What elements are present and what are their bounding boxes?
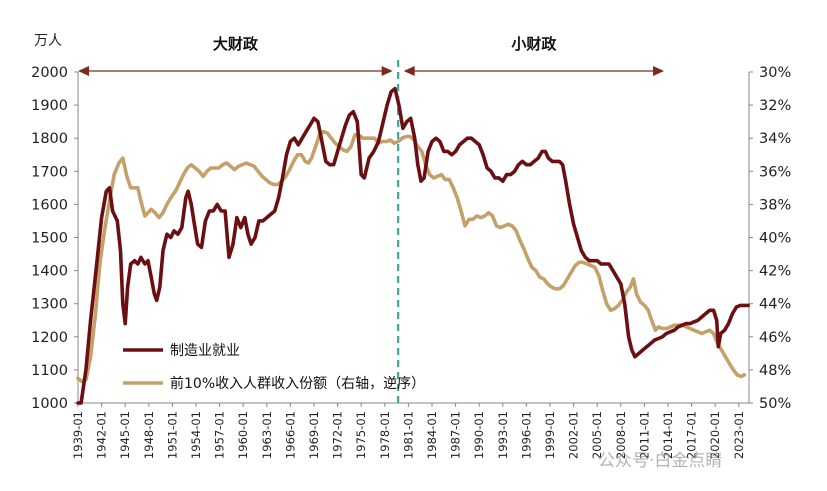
x-axis-ticks: 1939-01 1942-01 1945-01 1948-01 1951-01 1954-… xyxy=(71,403,746,459)
series-line-manufacturing-employment xyxy=(76,86,750,405)
x-tick-label: 1948-01 xyxy=(142,411,156,459)
x-tick-label: 2008-01 xyxy=(614,411,628,459)
right-tick-label: 38% xyxy=(759,197,791,213)
left-tick-label: 2000 xyxy=(31,65,68,81)
left-tick-label: 1300 xyxy=(31,297,68,313)
x-tick-label: 1963-01 xyxy=(260,411,274,459)
x-tick-label: 2017-01 xyxy=(685,411,699,459)
x-tick-label: 2014-01 xyxy=(661,411,675,459)
x-tick-label: 2011-01 xyxy=(637,411,651,459)
left-tick-label: 1100 xyxy=(31,363,68,379)
x-tick-label: 1990-01 xyxy=(472,411,486,459)
era-arrow-left-head xyxy=(78,66,89,76)
era-arrow-right-head xyxy=(381,66,393,76)
left-tick-label: 1600 xyxy=(31,197,68,213)
right-tick-label: 36% xyxy=(759,164,791,180)
left-tick-label: 1000 xyxy=(31,396,68,412)
x-tick-label: 2020-01 xyxy=(708,411,722,459)
x-tick-label: 1951-01 xyxy=(165,411,179,459)
x-tick-label: 1939-01 xyxy=(71,411,85,459)
left-tick-label: 1900 xyxy=(31,98,68,114)
x-tick-label: 1957-01 xyxy=(213,411,227,459)
x-tick-label: 2002-01 xyxy=(567,411,581,459)
right-tick-label: 42% xyxy=(759,264,791,280)
x-tick-label: 1984-01 xyxy=(425,411,439,459)
era-annotations: 大财政 小财政 xyxy=(78,35,665,403)
left-axis-ticks: 1000 1100 1200 1300 1400 1500 1600 1700 1800 1900… xyxy=(31,65,78,412)
left-tick-label: 1500 xyxy=(31,231,68,247)
x-tick-label: 1954-01 xyxy=(189,411,203,459)
x-tick-label: 1993-01 xyxy=(496,411,510,459)
x-tick-label: 1999-01 xyxy=(543,411,557,459)
x-tick-label: 1978-01 xyxy=(378,411,392,459)
right-tick-label: 32% xyxy=(759,98,791,114)
left-tick-label: 1800 xyxy=(31,131,68,147)
right-tick-label: 48% xyxy=(759,363,791,379)
x-tick-label: 1981-01 xyxy=(401,411,415,459)
x-tick-label: 1969-01 xyxy=(307,411,321,459)
legend-label: 制造业就业 xyxy=(170,343,240,359)
x-tick-label: 2005-01 xyxy=(590,411,604,459)
left-tick-label: 1400 xyxy=(31,264,68,280)
series-lines xyxy=(76,86,750,405)
right-tick-label: 46% xyxy=(759,330,791,346)
right-tick-label: 40% xyxy=(759,231,791,247)
era-label: 小财政 xyxy=(511,35,557,53)
era-arrow-left-head xyxy=(403,66,415,76)
watermark-text: 公众号·白金点睛 xyxy=(598,451,722,471)
era-label: 大财政 xyxy=(213,35,259,53)
right-tick-label: 34% xyxy=(759,131,791,147)
x-tick-label: 1987-01 xyxy=(449,411,463,459)
x-tick-label: 1960-01 xyxy=(236,411,250,459)
x-tick-label: 1975-01 xyxy=(354,411,368,459)
x-tick-label: 1972-01 xyxy=(331,411,345,459)
legend-label: 前10%收入人群收入份额（右轴，逆序） xyxy=(170,375,425,392)
x-tick-label: 2023-01 xyxy=(732,411,746,459)
right-tick-label: 30% xyxy=(759,65,791,81)
x-tick-label: 1966-01 xyxy=(283,411,297,459)
era-arrow-right-head xyxy=(653,66,665,76)
x-tick-label: 1945-01 xyxy=(118,411,132,459)
y-axis-unit-label: 万人 xyxy=(34,33,62,49)
left-tick-label: 1700 xyxy=(31,164,68,180)
right-tick-label: 50% xyxy=(759,396,791,412)
right-axis-ticks: 30% 32% 34% 36% 38% 40% 42% 44% 46% 48% 50% xyxy=(749,65,791,412)
x-tick-label: 1942-01 xyxy=(95,411,109,459)
x-tick-label: 1996-01 xyxy=(519,411,533,459)
right-tick-label: 44% xyxy=(759,297,791,313)
left-tick-label: 1200 xyxy=(31,330,68,346)
